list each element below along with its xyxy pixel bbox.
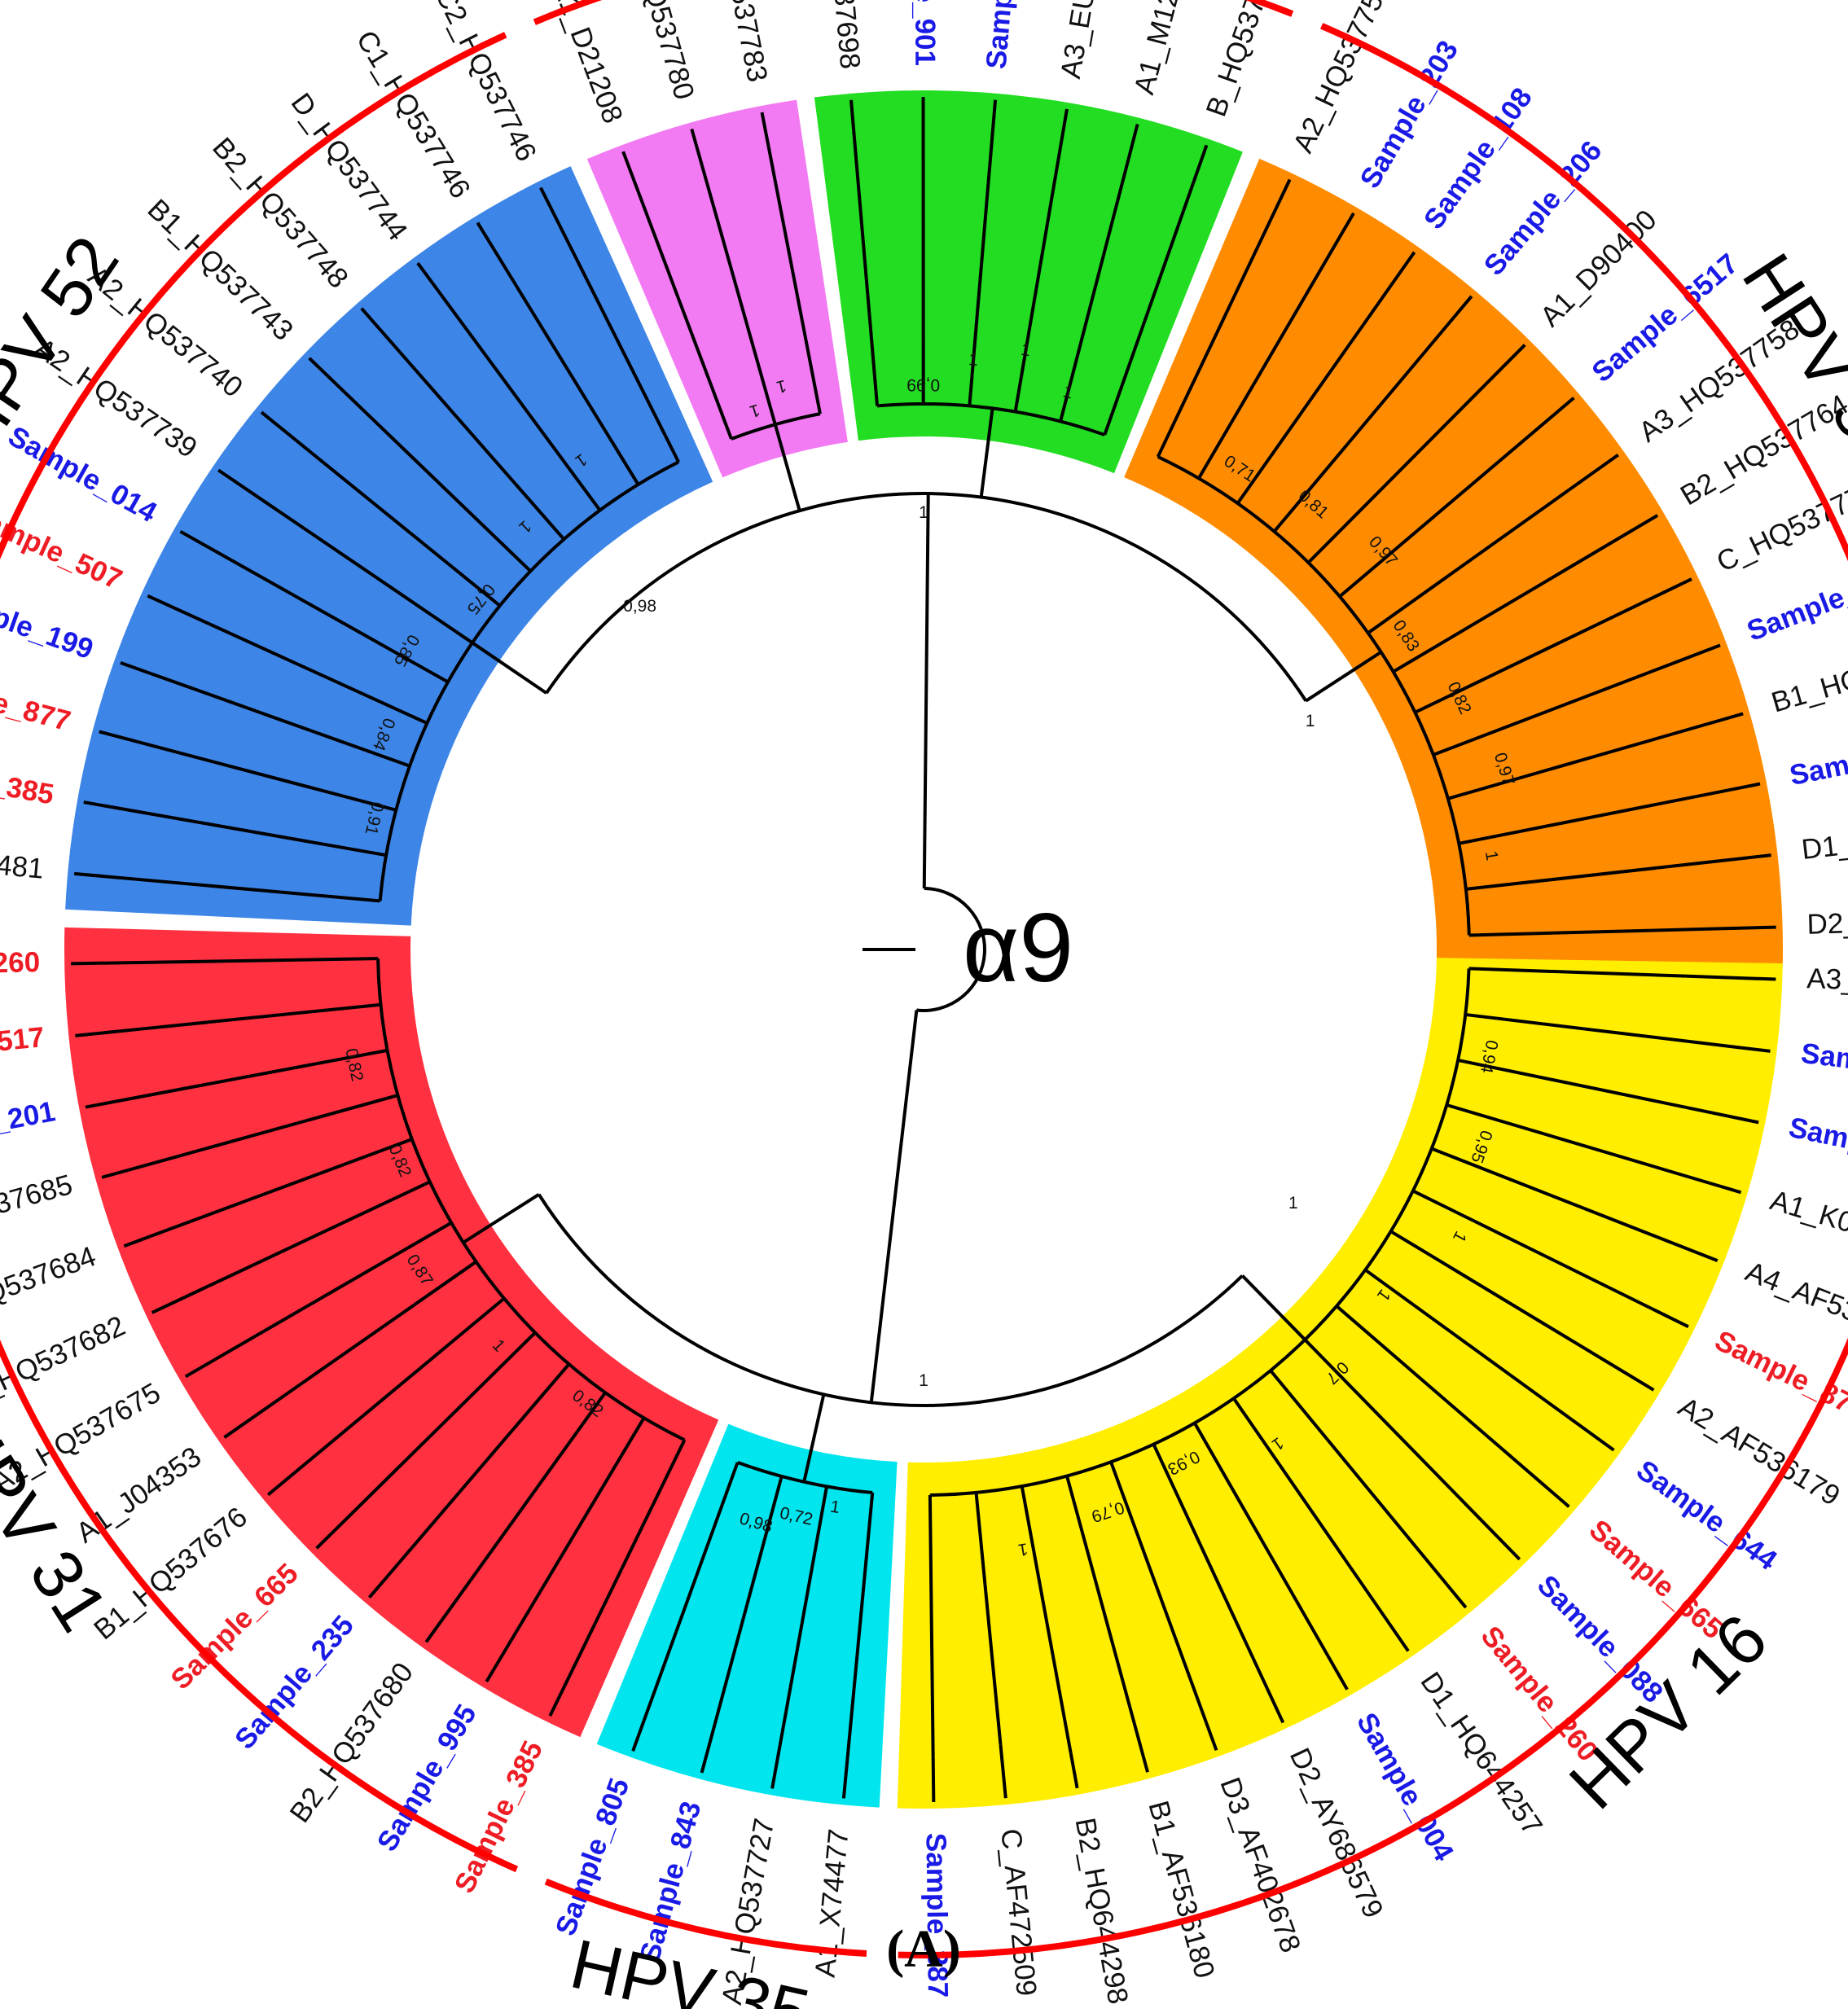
sample-leaf-label: Sample_281 xyxy=(1799,1037,1848,1089)
reference-leaf-label: A1_X74477 xyxy=(810,1827,855,1979)
group-title-hpv-52: HPV 52 xyxy=(0,223,134,467)
sample-leaf-label: Sample_004 xyxy=(1350,1708,1460,1866)
clade-wedge-hpv-58 xyxy=(1124,159,1783,963)
sample-leaf-label: Sample_385 xyxy=(0,751,56,810)
reference-leaf-label: A4_AF534061 xyxy=(1741,1256,1848,1352)
reference-leaf-label: C_HQ537774 xyxy=(1712,474,1848,578)
sample-leaf-label: Sample_901 xyxy=(909,0,941,66)
clade-wedge-hpv-52 xyxy=(65,166,713,925)
reference-leaf-label: A3_HQ644236 xyxy=(1806,963,1848,1001)
reference-leaf-label: A1_D90400 xyxy=(1534,204,1663,333)
reference-leaf-label: D1_HQ537768 xyxy=(1800,814,1848,866)
reference-leaf-label: B1_HQ537762 xyxy=(1768,636,1848,719)
sample-leaf-label: Sample_014 xyxy=(3,420,163,528)
sample-leaf-label: Sample_385 xyxy=(448,1736,549,1898)
reference-leaf-label: A1_K02718 xyxy=(1767,1184,1848,1257)
backbone-support-value: 0,98 xyxy=(623,597,656,616)
reference-leaf-label: D2_HQ537770 xyxy=(1806,904,1848,941)
reference-leaf-label: B1_AF536180 xyxy=(1142,1797,1220,1981)
reference-leaf-label: B_HQ537705 xyxy=(1201,0,1288,121)
reference-leaf-label: C3_HQ537685 xyxy=(0,1169,76,1250)
center-label: α9 xyxy=(963,893,1073,1002)
reference-leaf-label: A3_EU918766 xyxy=(1055,0,1117,81)
reference-leaf-label: D3_AF402678 xyxy=(1214,1774,1306,1957)
backbone-support-value: 1 xyxy=(1288,1194,1298,1213)
sample-leaf-label: Sample_203 xyxy=(1354,35,1464,193)
reference-leaf-label: A1_D21208 xyxy=(546,0,629,128)
reference-leaf-label: C_AF472509 xyxy=(994,1827,1043,1998)
sample-leaf-label: Sample_995 xyxy=(371,1699,482,1857)
sample-leaf-label: Sample_890 xyxy=(1743,559,1848,647)
reference-leaf-label: A2_HQ537698 xyxy=(819,0,867,70)
reference-leaf-label: A2_HQ537780 xyxy=(618,0,700,103)
sample-leaf-label: Sample_877 xyxy=(0,664,74,737)
reference-leaf-label: C2_HQ537684 xyxy=(0,1240,100,1336)
leaf-branch xyxy=(71,963,108,964)
sample-leaf-label: Sample_351 xyxy=(981,0,1026,70)
leaf-branch xyxy=(933,1757,934,1802)
support-value: 1 xyxy=(968,350,979,370)
figure-caption: (A) xyxy=(886,1919,961,1979)
reference-leaf-label: B2_HQ644298 xyxy=(1069,1815,1134,2006)
root-stem-lower xyxy=(871,1011,917,1403)
group-arc-hpv-33 xyxy=(801,0,1292,14)
root-stem-upper xyxy=(924,493,928,888)
reference-leaf-label: B_HQ537783 xyxy=(709,0,774,85)
sample-leaf-label: Sample_198 xyxy=(1786,1112,1848,1176)
sample-leaf-label: Sample_260 xyxy=(0,946,40,980)
sample-leaf-label: Sample_8517 xyxy=(0,1021,46,1071)
sample-leaf-label: Sample_877 xyxy=(1710,1324,1848,1426)
sample-leaf-label: Sample_805 xyxy=(550,1774,636,1941)
backbone-support-value: 1 xyxy=(1306,712,1315,730)
backbone-support-value: 1 xyxy=(919,1371,928,1390)
clade-wedge-hpv-31 xyxy=(64,928,718,1737)
support-value: 0,99 xyxy=(906,375,940,394)
reference-leaf-label: D2_AY686579 xyxy=(1284,1743,1389,1923)
reference-leaf-label: A1_M12732 xyxy=(1128,0,1197,98)
sample-leaf-label: Sample_201 xyxy=(0,1095,58,1157)
sample-leaf-label: Sample_99 xyxy=(1787,731,1848,792)
group-title-hpv-35: HPV 35 xyxy=(564,1925,816,2009)
reference-leaf-label: A1_X74481 xyxy=(0,840,45,885)
backbone-support-value: 1 xyxy=(919,503,928,522)
leaf-branch xyxy=(1697,928,1776,930)
reference-leaf-label: A1_J04353 xyxy=(71,1441,208,1549)
sample-leaf-label: Sample_199 xyxy=(0,580,98,665)
